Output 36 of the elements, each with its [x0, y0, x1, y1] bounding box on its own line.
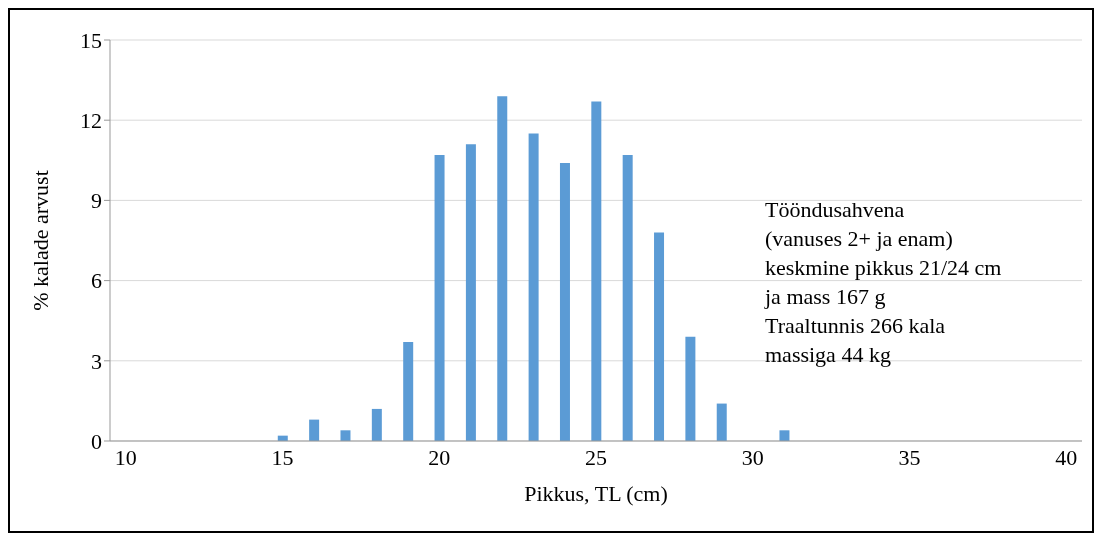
y-axis-title: % kalade arvust — [27, 170, 53, 311]
bar — [622, 154, 633, 441]
annotation: massiga 44 kg — [765, 341, 892, 369]
y-tick-label: 15 — [80, 27, 102, 53]
bar — [528, 133, 539, 441]
annotation: Tööndusahvena — [765, 196, 906, 224]
y-tick-label: 12 — [80, 108, 102, 134]
bar — [340, 430, 351, 441]
x-tick-label: 40 — [1055, 444, 1078, 470]
bar — [434, 154, 445, 441]
bar — [497, 96, 508, 441]
annotation: (vanuses 2+ ja enam) — [765, 225, 954, 253]
x-tick-label: 25 — [585, 444, 607, 470]
bar — [685, 336, 696, 441]
annotation: keskmine pikkus 21/24 cm — [765, 254, 1002, 282]
bar — [559, 162, 570, 441]
x-tick-label: 30 — [741, 444, 764, 470]
y-tick-label: 0 — [91, 428, 102, 454]
bar — [371, 408, 382, 441]
annotation: Traaltunnis 266 kala — [765, 312, 947, 340]
bar — [716, 403, 727, 441]
x-tick-label: 15 — [271, 444, 294, 470]
x-tick-label: 20 — [428, 444, 451, 470]
x-tick-label: 10 — [114, 444, 137, 470]
bar — [654, 232, 665, 441]
bar — [309, 419, 320, 441]
x-axis-title: Pikkus, TL (cm) — [524, 481, 668, 506]
x-tick-label: 35 — [898, 444, 921, 470]
bar — [403, 342, 414, 441]
bar — [465, 144, 476, 441]
y-tick-label: 9 — [91, 188, 102, 214]
y-tick-label: 6 — [91, 268, 102, 294]
bar — [779, 430, 790, 441]
annotation: ja mass 167 g — [765, 283, 887, 311]
y-tick-label: 3 — [91, 348, 102, 374]
bar — [591, 101, 602, 441]
